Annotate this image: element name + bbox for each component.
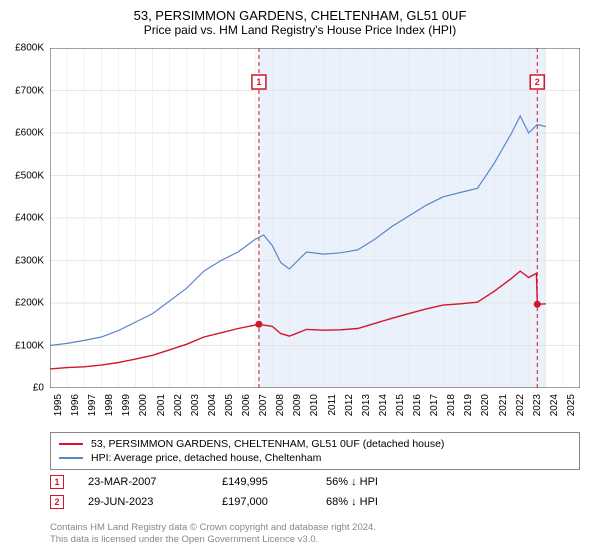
x-tick-label: 1999: [121, 394, 132, 416]
x-tick-label: 2013: [361, 394, 372, 416]
x-tick-label: 2000: [138, 394, 149, 416]
x-tick-label: 2002: [173, 394, 184, 416]
x-tick-label: 2004: [207, 394, 218, 416]
x-tick-label: 2015: [395, 394, 406, 416]
x-tick-label: 2005: [224, 394, 235, 416]
marker-date: 29-JUN-2023: [88, 496, 198, 508]
y-tick-label: £600K: [15, 128, 44, 139]
y-tick-label: £0: [33, 383, 44, 394]
marker-date: 23-MAR-2007: [88, 476, 198, 488]
x-tick-label: 2010: [309, 394, 320, 416]
marker-number-box: 2: [50, 495, 64, 509]
x-tick-label: 2024: [549, 394, 560, 416]
x-tick-label: 2014: [378, 394, 389, 416]
x-tick-label: 2021: [498, 394, 509, 416]
x-tick-label: 2020: [480, 394, 491, 416]
x-tick-label: 2023: [532, 394, 543, 416]
x-tick-label: 2012: [344, 394, 355, 416]
x-tick-label: 2001: [156, 394, 167, 416]
chart-title: 53, PERSIMMON GARDENS, CHELTENHAM, GL51 …: [0, 8, 600, 23]
x-tick-label: 2019: [463, 394, 474, 416]
y-tick-label: £800K: [15, 43, 44, 54]
marker-price: £197,000: [222, 496, 302, 508]
title-block: 53, PERSIMMON GARDENS, CHELTENHAM, GL51 …: [0, 0, 600, 41]
legend-label: 53, PERSIMMON GARDENS, CHELTENHAM, GL51 …: [91, 438, 444, 450]
plot-area: 12: [50, 48, 580, 388]
marker-row: 1 23-MAR-2007 £149,995 56% ↓ HPI: [50, 472, 580, 492]
legend-swatch: [59, 443, 83, 445]
footer-line1: Contains HM Land Registry data © Crown c…: [50, 522, 580, 534]
legend-swatch: [59, 457, 83, 459]
x-tick-label: 2008: [275, 394, 286, 416]
x-tick-label: 2025: [566, 394, 577, 416]
marker-pct: 56% ↓ HPI: [326, 476, 436, 488]
y-tick-label: £700K: [15, 85, 44, 96]
x-tick-label: 2006: [241, 394, 252, 416]
legend-item: 53, PERSIMMON GARDENS, CHELTENHAM, GL51 …: [59, 437, 571, 451]
svg-text:2: 2: [535, 77, 540, 87]
x-tick-label: 2007: [258, 394, 269, 416]
x-tick-label: 2016: [412, 394, 423, 416]
x-tick-label: 2003: [190, 394, 201, 416]
marker-price: £149,995: [222, 476, 302, 488]
x-tick-label: 2022: [515, 394, 526, 416]
footer-note: Contains HM Land Registry data © Crown c…: [50, 522, 580, 547]
chart-subtitle: Price paid vs. HM Land Registry's House …: [0, 23, 600, 37]
x-axis: 1995 1996 1997 1998 1999 2000 2001 2002 2003 2004…: [50, 390, 580, 430]
x-tick-label: 1998: [104, 394, 115, 416]
x-tick-label: 1996: [70, 394, 81, 416]
footer-line2: This data is licensed under the Open Gov…: [50, 534, 580, 546]
y-tick-label: £200K: [15, 298, 44, 309]
legend-label: HPI: Average price, detached house, Chel…: [91, 452, 321, 464]
legend: 53, PERSIMMON GARDENS, CHELTENHAM, GL51 …: [50, 432, 580, 470]
x-tick-label: 2011: [327, 394, 338, 416]
marker-table: 1 23-MAR-2007 £149,995 56% ↓ HPI 2 29-JUN-202…: [50, 472, 580, 512]
marker-pct: 68% ↓ HPI: [326, 496, 436, 508]
y-tick-label: £100K: [15, 340, 44, 351]
y-tick-label: £400K: [15, 213, 44, 224]
x-tick-label: 1995: [53, 394, 64, 416]
svg-text:1: 1: [256, 77, 261, 87]
x-tick-label: 1997: [87, 394, 98, 416]
y-tick-label: £300K: [15, 255, 44, 266]
chart-container: 53, PERSIMMON GARDENS, CHELTENHAM, GL51 …: [0, 0, 600, 560]
x-tick-label: 2018: [446, 394, 457, 416]
y-tick-label: £500K: [15, 170, 44, 181]
y-axis: £0£100K£200K£300K£400K£500K£600K£700K£80…: [0, 48, 48, 388]
x-tick-label: 2017: [429, 394, 440, 416]
x-tick-label: 2009: [292, 394, 303, 416]
marker-number-box: 1: [50, 475, 64, 489]
marker-row: 2 29-JUN-2023 £197,000 68% ↓ HPI: [50, 492, 580, 512]
legend-item: HPI: Average price, detached house, Chel…: [59, 451, 571, 465]
plot-svg: 12: [50, 48, 580, 388]
